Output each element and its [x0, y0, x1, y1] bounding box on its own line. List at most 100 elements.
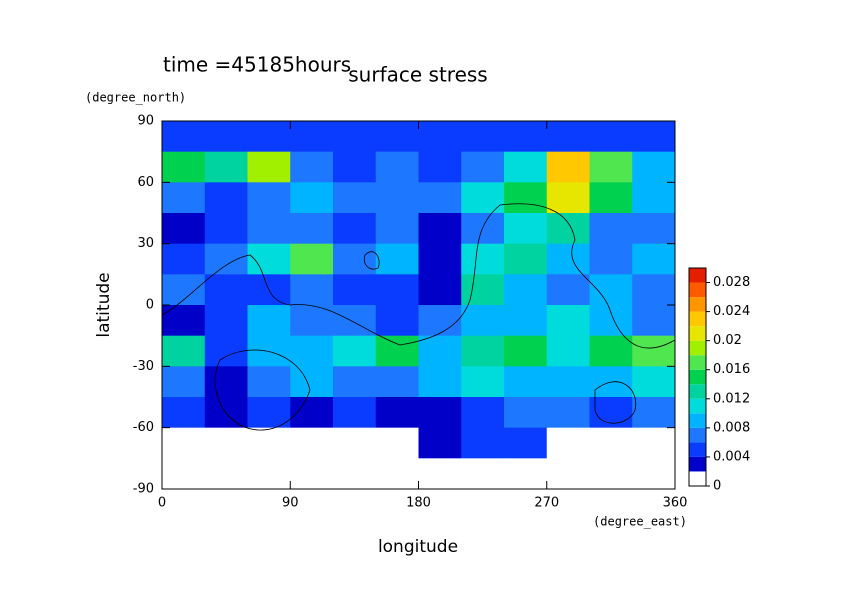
- contour-cell: [333, 305, 377, 337]
- contour-cell: [546, 427, 590, 459]
- y-tick-label: -30: [133, 359, 154, 374]
- y-tick-label: 0: [146, 298, 154, 313]
- contour-cell: [247, 151, 291, 183]
- contour-cell: [589, 427, 633, 459]
- contour-cell: [589, 335, 633, 367]
- contour-cell: [546, 305, 590, 337]
- contour-cell: [333, 274, 377, 306]
- contour-cell: [375, 213, 419, 245]
- contour-cell: [290, 121, 334, 153]
- contour-cell: [504, 335, 548, 367]
- contour-cell: [247, 366, 291, 398]
- contour-cell: [162, 182, 206, 214]
- contour-cell: [290, 182, 334, 214]
- plot-frame: [161, 120, 676, 490]
- contour-cell: [418, 151, 462, 183]
- contour-cell: [204, 305, 248, 337]
- colorbar-swatch: [689, 398, 706, 414]
- contour-cell: [162, 243, 206, 275]
- contour-cell: [247, 397, 291, 429]
- contour-cell: [461, 151, 505, 183]
- contour-cell: [247, 305, 291, 337]
- colorbar-swatch: [689, 384, 706, 399]
- contour-cell: [290, 397, 334, 429]
- contour-cell: [375, 366, 419, 398]
- contour-cell: [504, 274, 548, 306]
- x-tick-label: 180: [406, 496, 431, 511]
- contour-cell: [589, 243, 633, 275]
- contour-cell: [247, 458, 291, 490]
- contour-cell: [375, 182, 419, 214]
- contour-cell: [247, 243, 291, 275]
- contour-cell: [589, 458, 633, 490]
- contour-cell: [418, 121, 462, 153]
- contour-cell: [204, 182, 248, 214]
- contour-cell: [546, 121, 590, 153]
- contour-cell: [375, 427, 419, 459]
- contour-cell: [546, 182, 590, 214]
- contour-cell: [375, 335, 419, 367]
- contour-cell: [290, 151, 334, 183]
- contour-cell: [632, 243, 676, 275]
- contour-cell: [290, 458, 334, 490]
- contour-cell: [632, 366, 676, 398]
- contour-cell: [589, 305, 633, 337]
- contour-cell: [162, 213, 206, 245]
- contour-cell: [162, 397, 206, 429]
- contour-cell: [162, 458, 206, 490]
- contour-cell: [375, 458, 419, 490]
- y-tick-label: 60: [137, 175, 154, 190]
- contour-cell: [461, 182, 505, 214]
- contour-cell: [162, 151, 206, 183]
- colorbar-swatch: [689, 456, 706, 472]
- contour-cell: [589, 182, 633, 214]
- contour-cell: [632, 397, 676, 429]
- contour-cell: [333, 335, 377, 367]
- y-tick-label: 30: [137, 236, 154, 251]
- contour-cell: [162, 274, 206, 306]
- colorbar-swatch: [689, 369, 706, 385]
- contour-cell: [461, 213, 505, 245]
- contour-cell: [546, 366, 590, 398]
- contour-cell: [290, 274, 334, 306]
- contour-cell: [333, 366, 377, 398]
- contour-cell: [375, 397, 419, 429]
- contour-cell: [504, 182, 548, 214]
- contour-cell: [247, 182, 291, 214]
- contour-cell: [461, 305, 505, 337]
- contour-cell: [546, 335, 590, 367]
- contour-cell: [589, 274, 633, 306]
- contour-cell: [461, 335, 505, 367]
- contour-cell: [461, 427, 505, 459]
- contour-cell: [461, 458, 505, 490]
- colorbar-swatch: [689, 311, 706, 327]
- contour-cell: [504, 243, 548, 275]
- contour-cell: [504, 305, 548, 337]
- contour-cell: [632, 427, 676, 459]
- contour-cell: [290, 335, 334, 367]
- contour-cell: [162, 121, 206, 153]
- contour-cell: [546, 243, 590, 275]
- colorbar-tick-label: 0.02: [713, 333, 742, 348]
- y-axis-label: latitude: [94, 272, 114, 337]
- x-unit: (degree_east): [593, 515, 687, 529]
- contour-cell: [375, 305, 419, 337]
- contour-cell: [504, 366, 548, 398]
- contour-cell: [632, 274, 676, 306]
- contour-cell: [418, 213, 462, 245]
- contour-cell: [333, 458, 377, 490]
- contour-cell: [290, 243, 334, 275]
- colorbar-swatch: [689, 442, 706, 457]
- contour-cell: [418, 366, 462, 398]
- contour-cell: [546, 397, 590, 429]
- contour-cell: [632, 305, 676, 337]
- contour-cell: [290, 213, 334, 245]
- contour-cell: [461, 274, 505, 306]
- contour-cell: [204, 213, 248, 245]
- contour-cell: [589, 151, 633, 183]
- contour-cell: [375, 151, 419, 183]
- x-tick-label: 0: [158, 496, 166, 511]
- contour-cell: [204, 366, 248, 398]
- y-tick-label: 90: [137, 114, 154, 129]
- contour-cell: [290, 366, 334, 398]
